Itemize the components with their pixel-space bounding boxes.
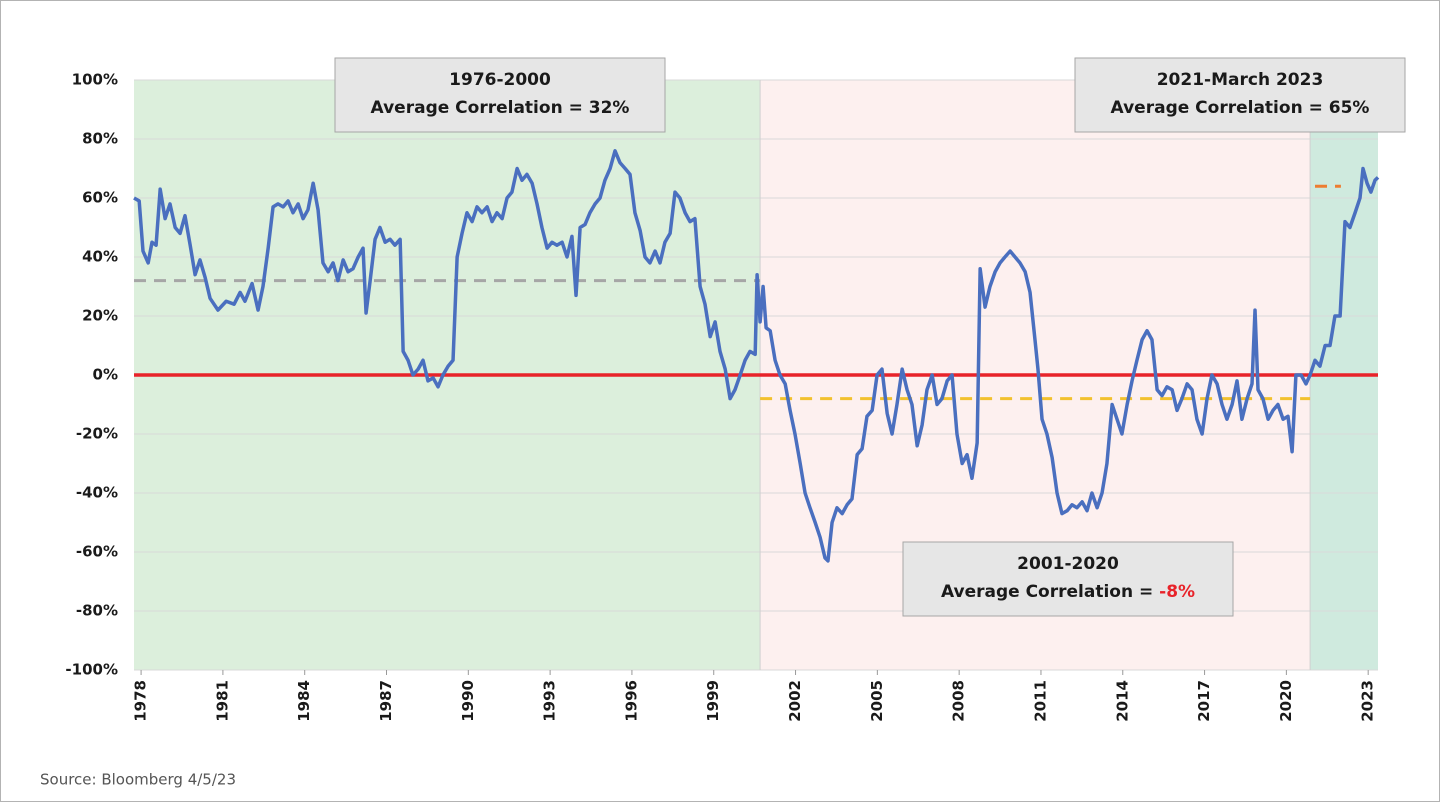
annotation-label: Average Correlation = 65% [1111,98,1370,118]
y-tick-label: 100% [72,71,118,89]
y-tick-label: -100% [65,661,118,679]
annotation-label: Average Correlation = [941,582,1159,602]
annotation-text: Average Correlation = 32% [371,98,630,118]
annotation-title: 2021-March 2023 [1157,70,1324,90]
x-tick-label: 1978 [132,680,150,722]
x-tick-label: 1996 [622,680,640,722]
y-tick-label: 80% [82,130,118,148]
annotation-label: Average Correlation = 32% [371,98,630,118]
annotation-box [902,541,1234,617]
x-tick-label: 2002 [786,680,804,722]
x-tick-label: 2014 [1113,680,1131,722]
y-tick-label: 20% [82,307,118,325]
annotation-box [1074,57,1406,133]
y-tick-label: 60% [82,189,118,207]
y-tick-label: 0% [93,366,118,384]
x-tick-label: 1993 [541,680,559,722]
x-tick-label: 2005 [868,680,886,722]
x-tick-label: 2020 [1277,680,1295,722]
correlation-line [133,149,1380,563]
y-tick-label: -80% [76,602,118,620]
x-tick-label: 1987 [377,680,395,722]
y-tick-label: 40% [82,248,118,266]
annotation-title: 2001-2020 [1017,554,1119,574]
annotation-title: 1976-2000 [449,70,551,90]
annotation-text: Average Correlation = -8% [941,582,1195,602]
y-tick-label: -60% [76,543,118,561]
annotation-highlight: -8% [1159,582,1195,602]
source-note: Source: Bloomberg 4/5/23 [40,771,236,789]
annotation-box [334,57,666,133]
x-tick-label: 1999 [704,680,722,722]
x-tick-label: 1984 [295,680,313,722]
y-tick-label: -20% [76,425,118,443]
x-tick-label: 2011 [1031,680,1049,722]
x-tick-label: 1981 [213,680,231,722]
x-tick-label: 2023 [1359,680,1377,722]
x-tick-label: 2017 [1195,680,1213,722]
y-tick-label: -40% [76,484,118,502]
x-tick-label: 1990 [459,680,477,722]
annotation-text: Average Correlation = 65% [1111,98,1370,118]
x-tick-label: 2008 [950,680,968,722]
